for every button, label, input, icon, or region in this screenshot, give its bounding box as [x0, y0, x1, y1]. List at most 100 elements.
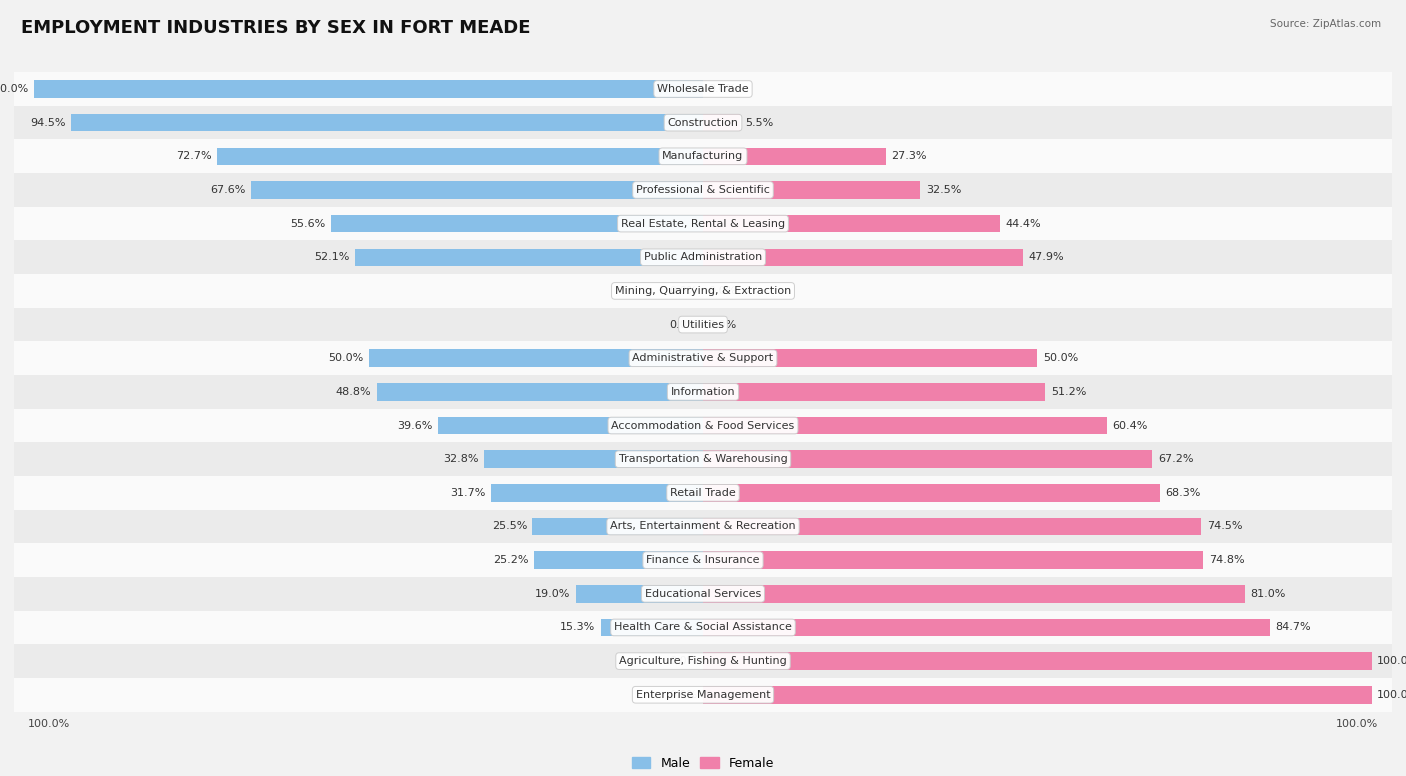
Text: Educational Services: Educational Services: [645, 589, 761, 599]
Text: 0.0%: 0.0%: [709, 84, 737, 94]
Bar: [600, 618, 703, 636]
Text: Transportation & Warehousing: Transportation & Warehousing: [619, 454, 787, 464]
Legend: Male, Female: Male, Female: [627, 752, 779, 774]
Text: 50.0%: 50.0%: [1043, 353, 1078, 363]
Text: Mining, Quarrying, & Extraction: Mining, Quarrying, & Extraction: [614, 286, 792, 296]
Text: 0.0%: 0.0%: [669, 286, 697, 296]
Bar: [484, 450, 703, 468]
Bar: [0, 341, 1406, 375]
Bar: [0, 206, 1406, 241]
Text: 100.0%: 100.0%: [28, 719, 70, 729]
Text: 25.2%: 25.2%: [494, 555, 529, 565]
Text: 100.0%: 100.0%: [0, 84, 28, 94]
Bar: [0, 106, 1406, 140]
Text: 68.3%: 68.3%: [1166, 488, 1201, 498]
Text: Accommodation & Food Services: Accommodation & Food Services: [612, 421, 794, 431]
Text: 32.8%: 32.8%: [443, 454, 478, 464]
Bar: [703, 147, 886, 165]
Bar: [533, 518, 703, 535]
Text: 0.0%: 0.0%: [709, 286, 737, 296]
Bar: [0, 241, 1406, 274]
Text: 44.4%: 44.4%: [1005, 219, 1040, 229]
Bar: [0, 644, 1406, 678]
Bar: [0, 308, 1406, 341]
Bar: [703, 484, 1160, 501]
Text: 48.8%: 48.8%: [336, 387, 371, 397]
Text: 51.2%: 51.2%: [1050, 387, 1087, 397]
Bar: [0, 577, 1406, 611]
Bar: [703, 215, 1000, 232]
Text: 27.3%: 27.3%: [891, 151, 927, 161]
Bar: [703, 417, 1107, 435]
Bar: [703, 518, 1201, 535]
Text: Information: Information: [671, 387, 735, 397]
Text: Retail Trade: Retail Trade: [671, 488, 735, 498]
Text: 74.8%: 74.8%: [1209, 555, 1244, 565]
Text: 84.7%: 84.7%: [1275, 622, 1310, 632]
Bar: [330, 215, 703, 232]
Bar: [703, 653, 1372, 670]
Text: Construction: Construction: [668, 118, 738, 128]
Bar: [354, 248, 703, 266]
Bar: [0, 543, 1406, 577]
Text: 94.5%: 94.5%: [30, 118, 66, 128]
Bar: [534, 552, 703, 569]
Bar: [439, 417, 703, 435]
Text: 100.0%: 100.0%: [1336, 719, 1378, 729]
Text: Source: ZipAtlas.com: Source: ZipAtlas.com: [1270, 19, 1381, 29]
Text: 32.5%: 32.5%: [925, 185, 962, 195]
Bar: [0, 611, 1406, 644]
Text: Real Estate, Rental & Leasing: Real Estate, Rental & Leasing: [621, 219, 785, 229]
Text: 60.4%: 60.4%: [1112, 421, 1147, 431]
Bar: [491, 484, 703, 501]
Text: Public Administration: Public Administration: [644, 252, 762, 262]
Text: 5.5%: 5.5%: [745, 118, 773, 128]
Bar: [576, 585, 703, 602]
Bar: [0, 442, 1406, 476]
Bar: [0, 173, 1406, 206]
Text: Health Care & Social Assistance: Health Care & Social Assistance: [614, 622, 792, 632]
Bar: [703, 349, 1038, 367]
Text: 55.6%: 55.6%: [291, 219, 326, 229]
Text: Wholesale Trade: Wholesale Trade: [657, 84, 749, 94]
Text: 39.6%: 39.6%: [398, 421, 433, 431]
Bar: [703, 182, 921, 199]
Bar: [70, 114, 703, 131]
Text: 19.0%: 19.0%: [536, 589, 571, 599]
Text: 81.0%: 81.0%: [1250, 589, 1285, 599]
Bar: [703, 686, 1372, 704]
Bar: [0, 409, 1406, 442]
Text: Utilities: Utilities: [682, 320, 724, 330]
Text: 31.7%: 31.7%: [450, 488, 485, 498]
Bar: [703, 248, 1024, 266]
Text: 100.0%: 100.0%: [1378, 656, 1406, 666]
Text: Arts, Entertainment & Recreation: Arts, Entertainment & Recreation: [610, 521, 796, 532]
Bar: [703, 585, 1244, 602]
Bar: [34, 80, 703, 98]
Text: 0.0%: 0.0%: [669, 690, 697, 700]
Bar: [703, 552, 1204, 569]
Bar: [703, 383, 1046, 400]
Bar: [0, 140, 1406, 173]
Bar: [250, 182, 703, 199]
Bar: [0, 510, 1406, 543]
Text: 0.0%: 0.0%: [669, 320, 697, 330]
Text: 0.0%: 0.0%: [709, 320, 737, 330]
Text: 67.2%: 67.2%: [1157, 454, 1194, 464]
Text: 74.5%: 74.5%: [1206, 521, 1241, 532]
Bar: [0, 375, 1406, 409]
Text: 50.0%: 50.0%: [328, 353, 363, 363]
Text: 0.0%: 0.0%: [669, 656, 697, 666]
Bar: [703, 114, 740, 131]
Bar: [0, 72, 1406, 106]
Bar: [0, 476, 1406, 510]
Bar: [377, 383, 703, 400]
Text: 15.3%: 15.3%: [560, 622, 595, 632]
Bar: [368, 349, 703, 367]
Text: 67.6%: 67.6%: [209, 185, 246, 195]
Text: Professional & Scientific: Professional & Scientific: [636, 185, 770, 195]
Text: Enterprise Management: Enterprise Management: [636, 690, 770, 700]
Text: Agriculture, Fishing & Hunting: Agriculture, Fishing & Hunting: [619, 656, 787, 666]
Bar: [0, 274, 1406, 308]
Text: 25.5%: 25.5%: [492, 521, 527, 532]
